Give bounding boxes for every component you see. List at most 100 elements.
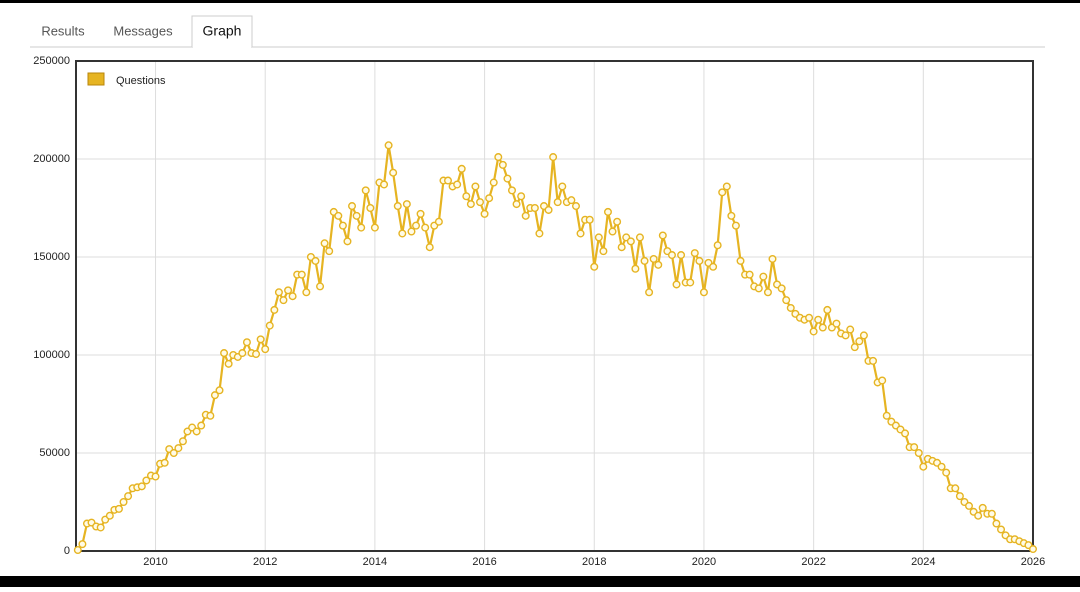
graph: 0 50000 100000 150000 200000 250000 2010 2012 20… — [33, 55, 1045, 568]
data-point — [370, 223, 379, 232]
data-point — [594, 233, 603, 242]
data-point — [869, 356, 878, 365]
data-point — [361, 186, 370, 195]
x-tick-label: 2016 — [472, 556, 496, 568]
data-point — [955, 492, 964, 501]
data-point — [777, 284, 786, 293]
data-point — [571, 202, 580, 211]
data-point — [366, 203, 375, 212]
data-point — [590, 262, 599, 271]
data-point — [480, 209, 489, 218]
y-tick-label: 250000 — [33, 55, 70, 67]
data-point — [626, 237, 635, 246]
data-point — [782, 296, 791, 305]
data-point — [338, 221, 347, 230]
legend-label: Questions — [116, 75, 166, 87]
data-point — [754, 284, 763, 293]
data-point — [690, 249, 699, 258]
data-point — [124, 492, 133, 501]
x-tick-label: 2024 — [911, 556, 935, 568]
data-point — [558, 182, 567, 191]
data-point — [992, 519, 1001, 528]
data-point — [645, 288, 654, 297]
data-point — [850, 343, 859, 352]
data-point — [654, 260, 663, 269]
data-point — [398, 229, 407, 238]
data-point — [206, 411, 215, 420]
tab[interactable]: Graph — [203, 23, 242, 39]
data-point — [453, 180, 462, 189]
data-point — [142, 476, 151, 485]
data-point — [485, 194, 494, 203]
data-point — [809, 327, 818, 336]
data-point — [348, 202, 357, 211]
data-point — [242, 338, 251, 347]
data-point — [402, 200, 411, 209]
data-point — [859, 331, 868, 340]
x-tick-label: 2018 — [582, 556, 606, 568]
data-point — [476, 198, 485, 207]
data-point — [786, 303, 795, 312]
data-point — [974, 511, 983, 520]
data-point — [727, 211, 736, 220]
data-point — [489, 178, 498, 187]
data-point — [521, 211, 530, 220]
data-point — [503, 174, 512, 183]
data-point — [553, 198, 562, 207]
data-point — [73, 546, 82, 555]
data-point — [635, 233, 644, 242]
data-point — [178, 437, 187, 446]
active-tab-box — [191, 15, 253, 47]
y-tick-label: 100000 — [33, 349, 70, 361]
data-point — [603, 207, 612, 216]
tab[interactable]: Messages — [113, 23, 173, 38]
data-point — [832, 319, 841, 328]
data-point — [380, 180, 389, 189]
data-point — [78, 540, 87, 549]
tab[interactable]: Results — [41, 23, 85, 38]
data-point — [311, 256, 320, 265]
x-tick-label: 2026 — [1021, 556, 1045, 568]
data-point — [421, 223, 430, 232]
x-tick-label: 2022 — [801, 556, 825, 568]
data-point — [96, 523, 105, 532]
x-tick-label: 2010 — [143, 556, 167, 568]
data-point — [919, 462, 928, 471]
data-point — [677, 251, 686, 260]
data-point — [220, 349, 229, 358]
data-point — [937, 462, 946, 471]
data-point — [357, 223, 366, 232]
data-point — [759, 272, 768, 281]
data-point — [210, 391, 219, 400]
data-point — [640, 256, 649, 265]
data-point — [169, 449, 178, 458]
data-point — [334, 211, 343, 220]
data-point — [284, 286, 293, 295]
data-point — [389, 168, 398, 177]
data-point — [530, 203, 539, 212]
data-point — [215, 386, 224, 395]
data-point — [393, 202, 402, 211]
y-tick-label: 150000 — [33, 251, 70, 263]
data-point — [1028, 545, 1037, 554]
data-point — [316, 282, 325, 291]
data-point — [818, 323, 827, 332]
data-point — [471, 182, 480, 191]
data-point — [699, 288, 708, 297]
data-point — [914, 449, 923, 458]
data-point — [425, 243, 434, 252]
data-point — [814, 315, 823, 324]
data-point — [535, 229, 544, 238]
data-point — [105, 511, 114, 520]
plot-frame — [75, 60, 1034, 552]
data-point — [718, 188, 727, 197]
legend-swatch — [87, 72, 105, 86]
data-point — [288, 292, 297, 301]
tab-bar: Results Messages Graph — [41, 15, 253, 48]
data-point — [512, 200, 521, 209]
data-point — [252, 350, 261, 359]
data-point — [498, 160, 507, 169]
data-point — [768, 254, 777, 263]
series-line — [76, 144, 1034, 551]
